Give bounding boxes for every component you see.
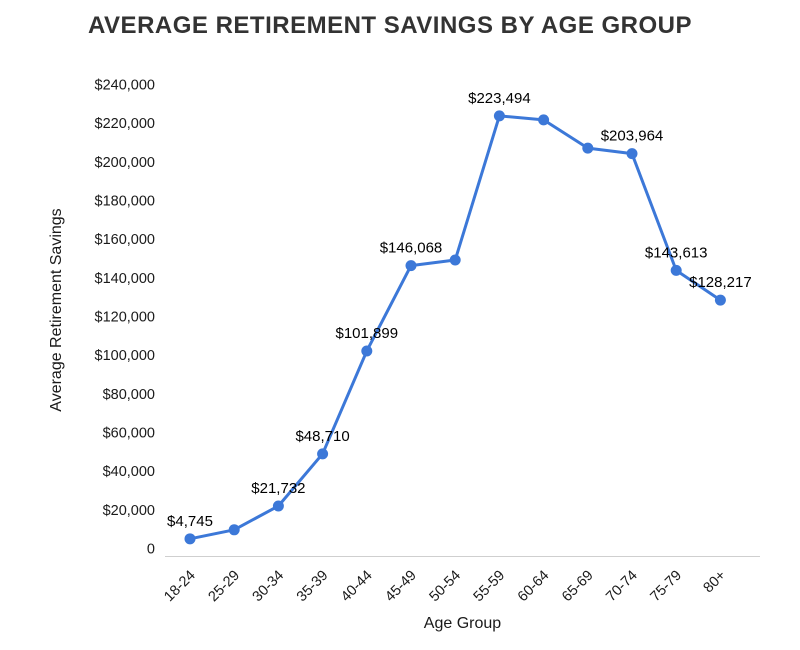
x-tick-label: 25-29 [205,568,243,606]
y-tick-label: $20,000 [103,503,155,519]
y-tick-label: $240,000 [95,78,155,94]
data-point [670,264,682,276]
data-label: $223,494 [468,90,531,107]
x-tick-label: 45-49 [382,568,420,606]
data-point [538,114,550,126]
data-label: $143,613 [645,244,708,261]
x-tick-label: 55-59 [471,568,509,606]
x-tick-label: 65-69 [559,568,597,606]
x-tick-label: 60-64 [515,568,553,606]
y-tick-label: $60,000 [103,426,155,442]
y-tick-label: $200,000 [95,155,155,171]
data-point [714,294,726,306]
data-label: $21,732 [251,480,305,497]
data-point [361,345,373,357]
data-point [493,110,505,122]
data-label: $101,899 [336,325,399,342]
x-tick-label: 70-74 [603,568,641,606]
y-tick-label: 0 [147,542,155,558]
data-point [449,254,461,266]
y-tick-label: $220,000 [95,116,155,132]
data-label: $128,217 [689,274,752,291]
chart-title: AVERAGE RETIREMENT SAVINGS BY AGE GROUP [88,12,693,39]
y-tick-label: $80,000 [103,387,155,403]
data-label: $146,068 [380,240,443,257]
x-tick-label: 50-54 [426,568,464,606]
data-point [317,448,329,460]
data-point [228,524,240,536]
data-point [272,500,284,512]
data-label: $4,745 [167,513,213,530]
y-tick-label: $100,000 [95,348,155,364]
x-tick-label: 30-34 [250,568,288,606]
data-point [582,142,594,154]
series-line [188,114,722,541]
x-tick-label: 75-79 [647,568,685,606]
data-point [184,533,196,545]
data-point [626,148,638,160]
data-label: $203,964 [601,128,664,145]
x-tick-label: 40-44 [338,568,376,606]
x-axis-title: Age Group [423,615,502,632]
x-tick-label: 18-24 [161,568,199,606]
data-point [405,260,417,272]
y-tick-label: $180,000 [95,194,155,210]
data-label: $48,710 [295,428,349,445]
y-tick-label: $140,000 [95,271,155,287]
y-tick-label: $40,000 [103,464,155,480]
y-tick-label: $160,000 [95,232,155,248]
x-tick-label: 80+ [701,568,730,597]
x-tick-label: 35-39 [294,568,332,606]
y-tick-label: $120,000 [95,310,155,326]
